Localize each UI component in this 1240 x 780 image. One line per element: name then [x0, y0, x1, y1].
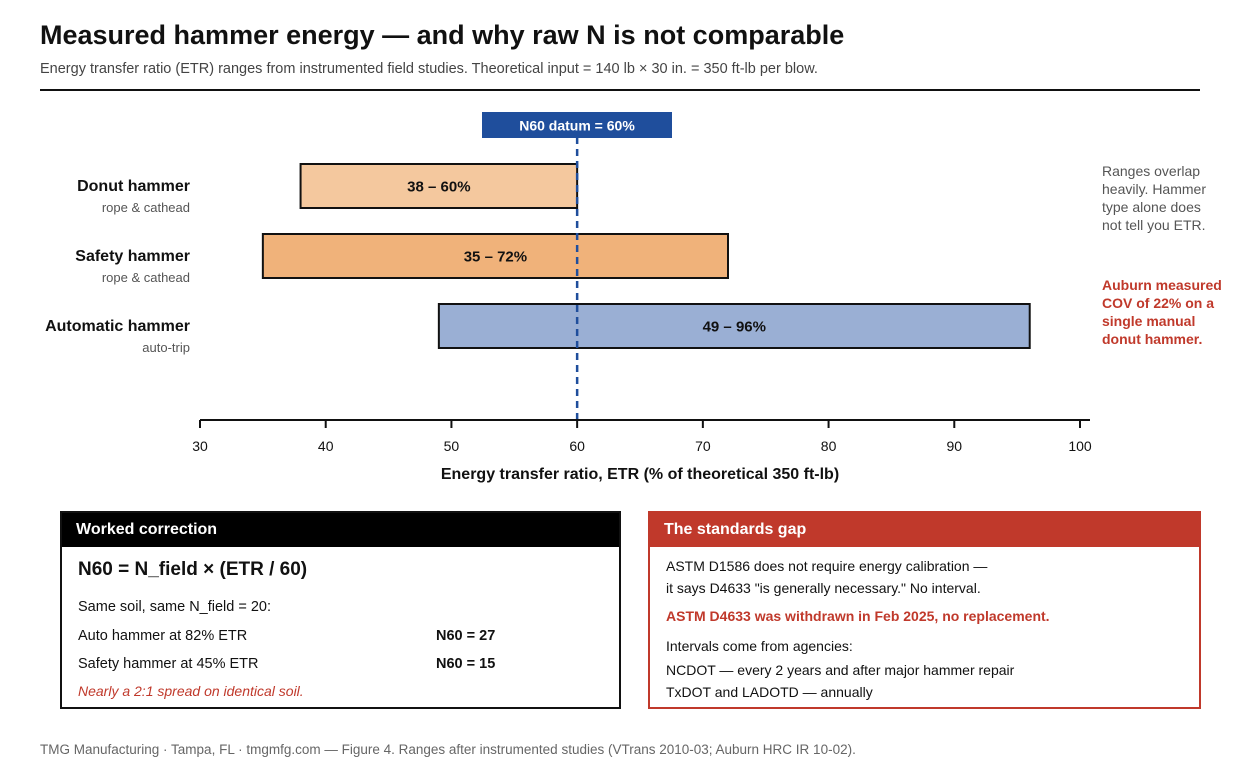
- n60-reference-label: N60 datum = 60%: [519, 118, 635, 134]
- chart-annotation-line: donut hammer.: [1102, 331, 1202, 347]
- x-axis-tick-label: 40: [318, 438, 334, 454]
- gap-agency-ncdot: NCDOT — every 2 years and after major ha…: [666, 662, 1015, 678]
- worked-correction-heading: Worked correction: [62, 513, 619, 547]
- x-axis-tick-label: 60: [569, 438, 585, 454]
- chart-annotation-line: single manual: [1102, 313, 1195, 329]
- standards-gap-card: The standards gap ASTM D1586 does not re…: [648, 511, 1201, 709]
- x-axis-tick-label: 100: [1068, 438, 1092, 454]
- bar-value-label: 49 – 96%: [703, 319, 766, 336]
- chart-annotation-line: Auburn measured: [1102, 277, 1222, 293]
- bar-value-label: 35 – 72%: [464, 249, 527, 266]
- gap-intervals-intro: Intervals come from agencies:: [666, 638, 853, 654]
- gap-line-1: ASTM D1586 does not require energy calib…: [666, 558, 988, 574]
- range-bar: [299, 163, 579, 209]
- gap-warning: ASTM D4633 was withdrawn in Feb 2025, no…: [666, 608, 1050, 624]
- bar-value-label: 38 – 60%: [407, 179, 470, 196]
- gap-line-2: it says D4633 "is generally necessary." …: [666, 580, 981, 596]
- worked-row-auto: Auto hammer at 82% ETR N60 = 27: [78, 628, 598, 644]
- x-axis-tick-label: 90: [946, 438, 962, 454]
- worked-row-value: N60 = 27: [436, 628, 496, 644]
- worked-intro: Same soil, same N_field = 20:: [78, 599, 272, 615]
- x-axis-tick-label: 50: [444, 438, 460, 454]
- worked-row-value: N60 = 15: [436, 656, 496, 672]
- category-sublabel: rope & cathead: [102, 270, 190, 285]
- range-bar: [261, 233, 729, 279]
- worked-row-safety: Safety hammer at 45% ETR N60 = 15: [78, 656, 598, 672]
- chart-annotation-line: type alone does: [1102, 199, 1201, 215]
- category-label: Automatic hammer: [45, 318, 190, 335]
- x-axis-tick-label: 30: [192, 438, 208, 454]
- worked-row-label: Auto hammer at 82% ETR: [78, 628, 248, 644]
- page-subtitle: Energy transfer ratio (ETR) ranges from …: [40, 61, 818, 77]
- header-divider: [40, 89, 1200, 91]
- category-sublabel: auto-trip: [142, 340, 190, 355]
- category-sublabel: rope & cathead: [102, 200, 190, 215]
- x-axis-tick-label: 70: [695, 438, 711, 454]
- standards-gap-heading: The standards gap: [650, 513, 1199, 547]
- x-axis-title: Energy transfer ratio, ETR (% of theoret…: [441, 466, 839, 483]
- worked-row-label: Safety hammer at 45% ETR: [78, 656, 259, 672]
- page-title: Measured hammer energy — and why raw N i…: [40, 20, 845, 50]
- chart-annotation-line: COV of 22% on a: [1102, 295, 1214, 311]
- worked-note: Nearly a 2:1 spread on identical soil.: [78, 683, 304, 699]
- chart-annotation-line: Ranges overlap: [1102, 163, 1200, 179]
- gap-agency-txdot: TxDOT and LADOTD — annually: [666, 684, 873, 700]
- category-label: Donut hammer: [77, 178, 190, 195]
- chart-annotation-line: heavily. Hammer: [1102, 181, 1206, 197]
- chart-annotation-line: not tell you ETR.: [1102, 217, 1206, 233]
- range-bar: [437, 303, 1031, 349]
- figure-footer: TMG Manufacturing · Tampa, FL · tmgmfg.c…: [40, 742, 856, 757]
- correction-formula: N60 = N_field × (ETR / 60): [78, 559, 308, 580]
- etr-range-chart: 38 – 60% Donut hammer rope & cathead 35 – 7…: [45, 112, 1222, 483]
- x-axis-tick-label: 80: [821, 438, 837, 454]
- worked-correction-card: Worked correction N60 = N_field × (ETR /…: [60, 511, 621, 709]
- category-label: Safety hammer: [75, 248, 190, 265]
- n60-reference-box: [482, 112, 672, 138]
